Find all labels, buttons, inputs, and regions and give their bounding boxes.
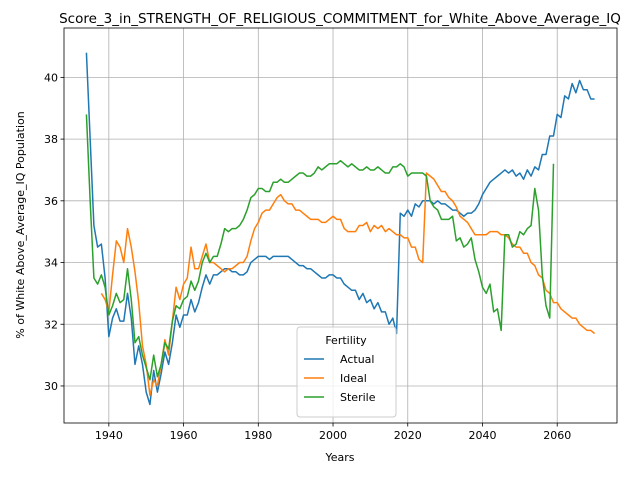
y-tick-label: 36: [44, 195, 58, 208]
legend-title: Fertility: [325, 334, 367, 347]
x-tick-label: 1980: [244, 429, 272, 442]
y-tick-label: 34: [44, 257, 58, 270]
x-tick-label: 2020: [394, 429, 422, 442]
legend-label-sterile: Sterile: [340, 391, 376, 404]
y-tick-label: 38: [44, 133, 58, 146]
x-tick-label: 2000: [319, 429, 347, 442]
plot-area: [63, 27, 618, 424]
legend-label-actual: Actual: [340, 353, 374, 366]
y-tick-label: 32: [44, 318, 58, 331]
series-line-ideal: [100, 172, 596, 396]
x-tick-label: 1960: [170, 429, 198, 442]
axis-ticks: 1940 1960 1980 2000 2020 2040 2060 30 32 34 36 38 40: [44, 71, 571, 442]
y-tick-label: 40: [44, 71, 58, 84]
chart-title: Score_3_in_STRENGTH_OF_RELIGIOUS_COMMITM…: [59, 11, 621, 27]
x-tick-label: 1940: [95, 429, 123, 442]
legend-label-ideal: Ideal: [340, 372, 367, 385]
series-line-sterile: [85, 114, 555, 381]
legend: Fertility Actual Ideal Sterile: [296, 326, 397, 418]
series-line-actual: [85, 52, 595, 406]
legend-entries: Actual Ideal Sterile: [304, 353, 376, 404]
y-axis-label: % of White Above_Average_IQ Population: [14, 111, 27, 338]
series-lines: [85, 52, 596, 406]
x-axis-label: Years: [324, 451, 354, 464]
x-tick-label: 2040: [468, 429, 496, 442]
legend-box: [296, 326, 397, 418]
y-tick-label: 30: [44, 380, 58, 393]
x-tick-label: 2060: [543, 429, 571, 442]
grid: [64, 28, 617, 423]
